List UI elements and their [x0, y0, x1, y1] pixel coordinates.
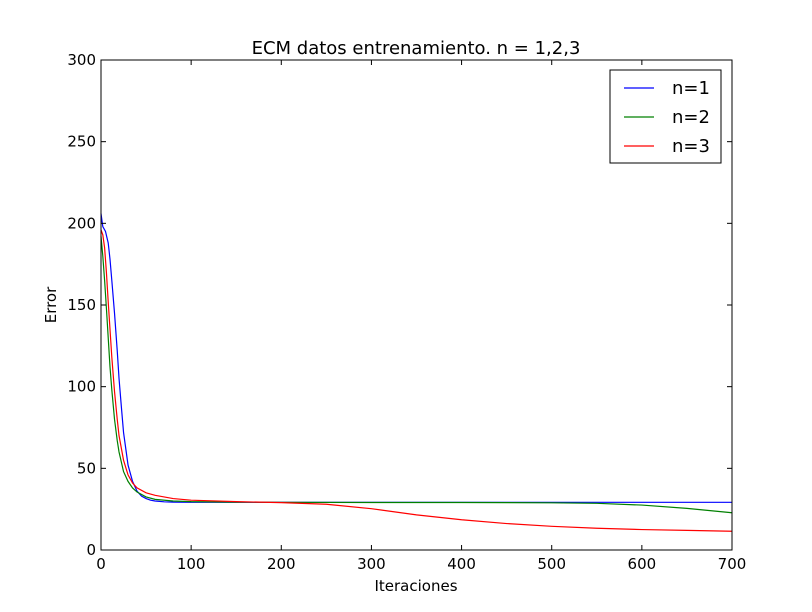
- series-layer: [100, 213, 733, 532]
- y-axis-label: Error: [42, 286, 60, 323]
- y-tick-label: 200: [67, 214, 96, 232]
- y-tick-label: 300: [67, 51, 96, 69]
- x-tick-label: 600: [628, 555, 657, 573]
- ticks-layer: 0 100 200 300 400 500 600 700 0 50 100 150 200 250 300: [67, 51, 746, 573]
- x-tick-label: 300: [357, 555, 386, 573]
- y-tick-label: 0: [86, 541, 96, 559]
- x-tick-label: 200: [267, 555, 296, 573]
- y-tick-label: 150: [67, 296, 96, 314]
- plot-frame: [100, 59, 733, 551]
- series-line-3: [100, 229, 733, 532]
- x-tick-label: 100: [177, 555, 206, 573]
- chart-title: ECM datos entrenamiento. n = 1,2,3: [252, 38, 581, 59]
- legend-label-3: n=3: [672, 136, 710, 157]
- x-tick-label: 700: [718, 555, 747, 573]
- x-axis-label: Iteraciones: [374, 577, 457, 595]
- legend-label-1: n=1: [672, 78, 710, 99]
- x-tick-label: 0: [96, 555, 106, 573]
- x-tick-label: 400: [447, 555, 476, 573]
- y-tick-label: 100: [67, 378, 96, 396]
- legend-label-2: n=2: [672, 107, 710, 128]
- y-tick-label: 250: [67, 133, 96, 151]
- legend: n=1 n=2 n=3: [609, 69, 722, 164]
- series-line-2: [100, 236, 733, 514]
- y-tick-label: 50: [77, 459, 96, 477]
- x-tick-label: 500: [537, 555, 566, 573]
